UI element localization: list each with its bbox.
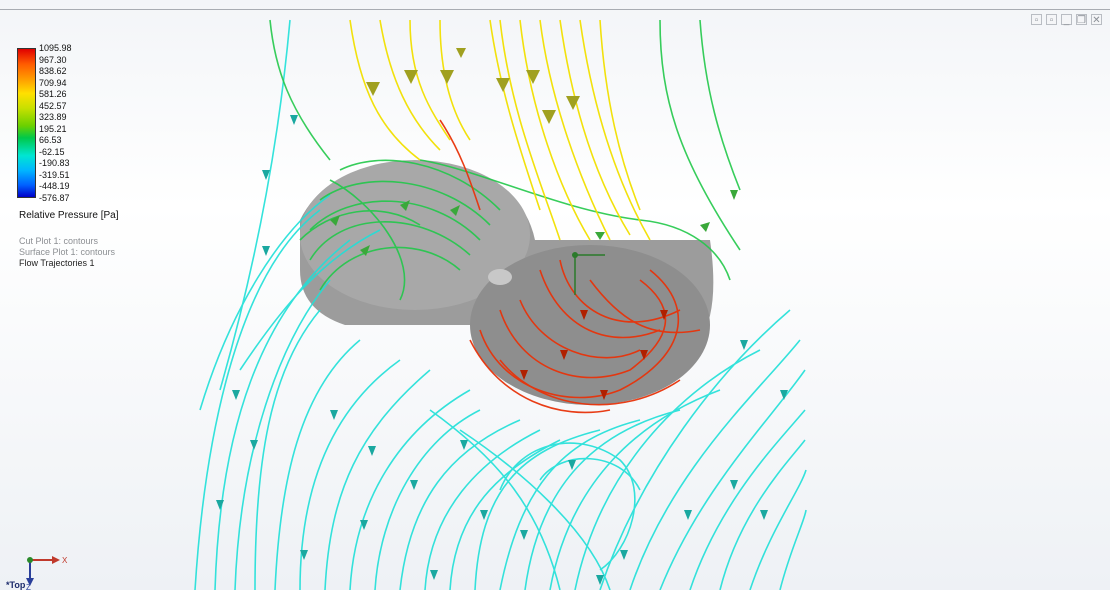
legend-tick: -448.19	[39, 181, 70, 191]
shaft-hole	[488, 269, 512, 285]
legend-tick: 66.53	[39, 135, 62, 145]
left-rotor	[300, 160, 530, 310]
close-icon[interactable]: ✕	[1091, 14, 1102, 26]
surface-plot-label[interactable]: Surface Plot 1: contours	[19, 247, 116, 257]
view-orientation-label: *Top	[6, 580, 26, 590]
legend-tick: 709.94	[39, 77, 67, 88]
scene-origin-marker	[572, 252, 605, 295]
flow-trajectory-scene	[194, 19, 807, 590]
cut-plot-label[interactable]: Cut Plot 1: contours	[19, 236, 99, 246]
plot-list: Cut Plot 1: contours Surface Plot 1: con…	[19, 236, 115, 269]
low-pressure-trajectories	[194, 19, 807, 590]
trajectory-arrows	[216, 48, 788, 585]
legend-tick: 1095.98	[39, 43, 72, 53]
view-split-icon[interactable]: ▫	[1031, 14, 1042, 26]
flow-trajectories-label[interactable]: Flow Trajectories 1	[19, 258, 95, 268]
legend-tick: -62.15	[39, 146, 65, 157]
legend-tick: 452.57	[39, 100, 67, 111]
triad-z-label: Z	[26, 583, 31, 590]
mid-pressure-trajectories	[269, 19, 741, 301]
legend-tick: 195.21	[39, 123, 67, 134]
legend-tick: -319.51	[39, 169, 70, 180]
restore-icon[interactable]: ❐	[1076, 14, 1087, 26]
legend-tick: 967.30	[39, 54, 67, 65]
minimize-icon[interactable]: _	[1061, 14, 1072, 26]
window-controls: ▫ ▫ _ ❐ ✕	[1031, 14, 1102, 26]
legend-tick: 581.26	[39, 89, 67, 99]
high-pressure-trajectories	[349, 19, 651, 241]
graphics-viewport[interactable]: 1095.98 967.30 838.62 709.94 581.26 452.…	[0, 10, 1110, 590]
legend-tick: -576.87	[39, 192, 70, 203]
right-rotor	[470, 245, 710, 405]
toolbar-divider	[0, 9, 1110, 10]
legend-tick: 323.89	[39, 112, 67, 122]
legend-tick: 838.62	[39, 66, 67, 76]
view-tile-icon[interactable]: ▫	[1046, 14, 1057, 26]
color-scale-bar	[17, 48, 36, 198]
legend-tick: -190.83	[39, 158, 70, 168]
legend-title: Relative Pressure [Pa]	[19, 210, 119, 221]
peak-pressure-trajectories	[439, 119, 701, 414]
legend-ticks: 1095.98 967.30 838.62 709.94 581.26 452.…	[39, 43, 72, 204]
triad-x-label: X	[62, 556, 68, 565]
orientation-triad: X Z	[26, 556, 68, 590]
